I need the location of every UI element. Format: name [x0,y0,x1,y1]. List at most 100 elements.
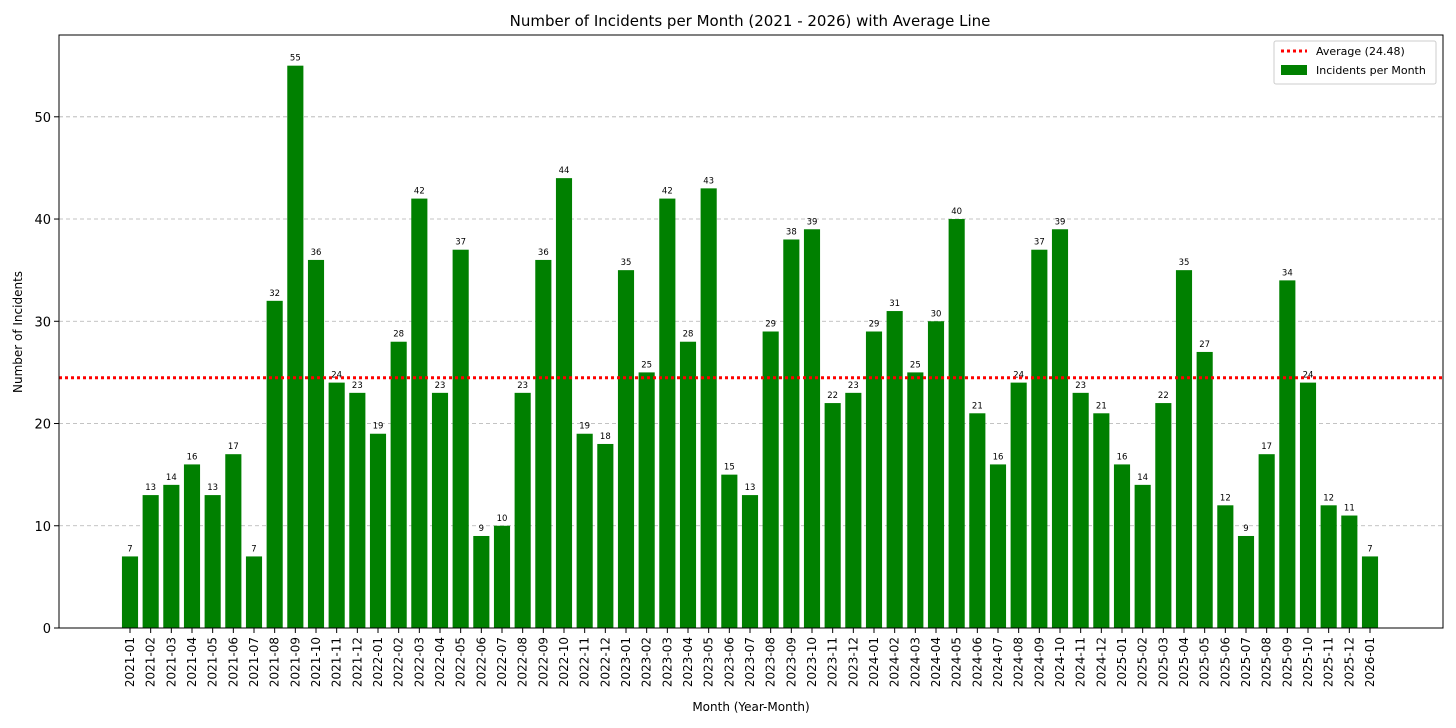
bar-2022-11 [576,433,593,628]
bar-2025-12 [1341,515,1358,628]
data-label-2022-04: 23 [435,381,446,391]
bar-2023-03 [659,198,676,628]
bar-2025-03 [1155,403,1172,628]
data-label-2022-03: 42 [414,187,425,197]
x-tick-label-2025-05: 2025-05 [1198,637,1212,687]
x-tick-label-2025-03: 2025-03 [1156,637,1170,687]
bar-2021-08 [266,300,283,628]
x-tick-label-2023-11: 2023-11 [826,637,840,687]
x-tick-label-2021-05: 2021-05 [206,637,220,687]
data-label-2023-10: 39 [807,217,818,227]
data-label-2022-09: 36 [538,248,549,258]
y-tick-label: 20 [34,418,51,433]
x-tick-label-2025-10: 2025-10 [1301,637,1315,687]
x-tick-label-2023-04: 2023-04 [681,637,695,687]
x-tick-label-2022-10: 2022-10 [557,637,571,687]
x-tick-label-2024-12: 2024-12 [1094,637,1108,687]
data-label-2025-11: 12 [1323,493,1334,503]
bar-2024-04 [927,321,945,628]
x-tick-label-2025-12: 2025-12 [1342,637,1356,687]
data-label-2024-04: 30 [931,309,942,319]
bar-2024-06 [969,413,986,628]
x-axis: 2021-01 2021-02 2021-03 2021-04 2021-05 2021-… [123,628,1377,687]
data-label-2024-01: 29 [869,320,880,330]
x-tick-label-2025-08: 2025-08 [1260,637,1274,687]
x-tick-label-2023-08: 2023-08 [764,637,778,687]
x-tick-label-2025-07: 2025-07 [1239,637,1253,687]
y-axis-title: Number of Incidents [11,271,25,393]
data-label-2024-03: 25 [910,360,921,370]
data-label-2025-01: 16 [1117,452,1128,462]
bar-2025-02 [1134,484,1151,628]
bar-2024-10 [1051,229,1069,629]
data-label-2023-02: 25 [641,360,652,370]
data-label-2025-03: 22 [1158,391,1169,401]
data-label-2023-07: 13 [745,483,756,493]
legend-bars-label: Incidents per Month [1316,64,1426,77]
bar-2022-01 [369,433,387,628]
x-tick-label-2021-04: 2021-04 [185,637,199,687]
data-label-2025-08: 17 [1261,442,1272,452]
bar-2023-05 [700,188,717,629]
x-tick-label-2022-06: 2022-06 [474,637,488,687]
bar-2021-06 [225,454,242,628]
x-tick-label-2023-10: 2023-10 [805,637,819,687]
x-tick-label-2024-04: 2024-04 [929,637,943,687]
x-tick-label-2021-11: 2021-11 [330,637,344,687]
x-tick-label-2023-12: 2023-12 [846,637,860,687]
data-label-2024-05: 40 [951,207,962,217]
data-label-2026-01: 7 [1367,544,1372,554]
x-tick-label-2022-07: 2022-07 [495,637,509,687]
data-label-2025-06: 12 [1220,493,1231,503]
data-label-2023-06: 15 [724,463,735,473]
data-label-2021-04: 16 [187,452,198,462]
x-tick-label-2022-08: 2022-08 [516,637,530,687]
bar-2025-08 [1258,454,1275,628]
x-tick-label-2025-11: 2025-11 [1322,637,1336,687]
legend: Average (24.48) Incidents per Month [1273,40,1437,85]
y-tick-label: 40 [34,213,51,228]
x-tick-label-2024-03: 2024-03 [908,637,922,687]
x-tick-label-2024-02: 2024-02 [888,637,902,687]
x-tick-label-2022-03: 2022-03 [412,637,426,687]
x-tick-label-2023-03: 2023-03 [660,637,674,687]
data-label-2023-05: 43 [703,176,714,186]
bar-2023-12 [845,392,862,628]
bar-2024-11 [1072,392,1089,628]
x-tick-label-2025-02: 2025-02 [1136,637,1150,687]
x-tick-label-2023-07: 2023-07 [743,637,757,687]
x-tick-label-2023-05: 2023-05 [702,637,716,687]
data-label-2022-06: 9 [479,524,484,534]
bar-2021-10 [307,259,325,628]
bar-2025-04 [1175,270,1193,628]
x-tick-label-2023-09: 2023-09 [784,637,798,687]
x-tick-label-2024-01: 2024-01 [867,637,881,687]
data-label-2021-02: 13 [145,483,156,493]
data-label-2022-11: 19 [579,422,590,432]
x-tick-label-2022-12: 2022-12 [598,637,612,687]
x-tick-label-2023-01: 2023-01 [619,637,633,687]
x-tick-label-2021-02: 2021-02 [144,637,158,687]
bar-2022-09 [535,259,552,628]
legend-average-label: Average (24.48) [1316,45,1405,58]
data-label-2021-06: 17 [228,442,239,452]
data-label-2025-05: 27 [1199,340,1210,350]
x-tick-label-2022-04: 2022-04 [433,637,447,687]
data-label-2024-10: 39 [1055,217,1066,227]
bar-2025-06 [1217,505,1234,628]
data-label-2024-07: 16 [993,452,1004,462]
bar-2021-01 [121,556,139,628]
data-label-2021-07: 7 [251,544,256,554]
data-label-2022-08: 23 [517,381,528,391]
bar-2025-11 [1320,505,1337,628]
x-tick-label-2025-01: 2025-01 [1115,637,1129,687]
data-label-2024-08: 24 [1013,371,1024,381]
data-label-2023-03: 42 [662,187,673,197]
x-tick-label-2021-01: 2021-01 [123,637,137,687]
x-tick-label-2021-07: 2021-07 [247,637,261,687]
data-label-2023-04: 28 [683,330,694,340]
bar-2026-01 [1361,556,1379,628]
bar-2023-08 [762,331,779,628]
bar-2023-07 [741,495,759,628]
